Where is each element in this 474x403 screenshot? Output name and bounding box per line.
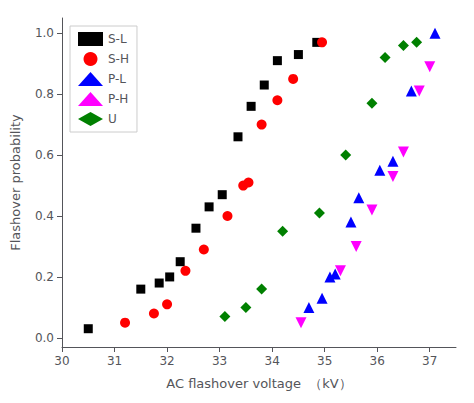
svg-text:0.4: 0.4 — [35, 209, 54, 223]
svg-text:S-H: S-H — [108, 52, 129, 66]
svg-text:0.0: 0.0 — [35, 331, 54, 345]
svg-text:30: 30 — [54, 354, 69, 368]
svg-text:36: 36 — [370, 354, 385, 368]
svg-text:P-H: P-H — [108, 92, 128, 106]
svg-text:0.8: 0.8 — [35, 87, 54, 101]
svg-text:1.0: 1.0 — [35, 26, 54, 40]
svg-text:37: 37 — [422, 354, 437, 368]
svg-text:35: 35 — [317, 354, 332, 368]
svg-text:34: 34 — [264, 354, 279, 368]
svg-text:33: 33 — [212, 354, 227, 368]
svg-text:AC flashover voltage （kV）: AC flashover voltage （kV） — [166, 376, 351, 391]
svg-text:31: 31 — [107, 354, 122, 368]
svg-text:U: U — [108, 112, 117, 126]
svg-text:0.2: 0.2 — [35, 270, 54, 284]
svg-text:Flashover probability: Flashover probability — [8, 114, 23, 251]
svg-text:P-L: P-L — [108, 72, 126, 86]
svg-text:32: 32 — [159, 354, 174, 368]
svg-text:S-L: S-L — [108, 32, 127, 46]
svg-text:0.6: 0.6 — [35, 148, 54, 162]
